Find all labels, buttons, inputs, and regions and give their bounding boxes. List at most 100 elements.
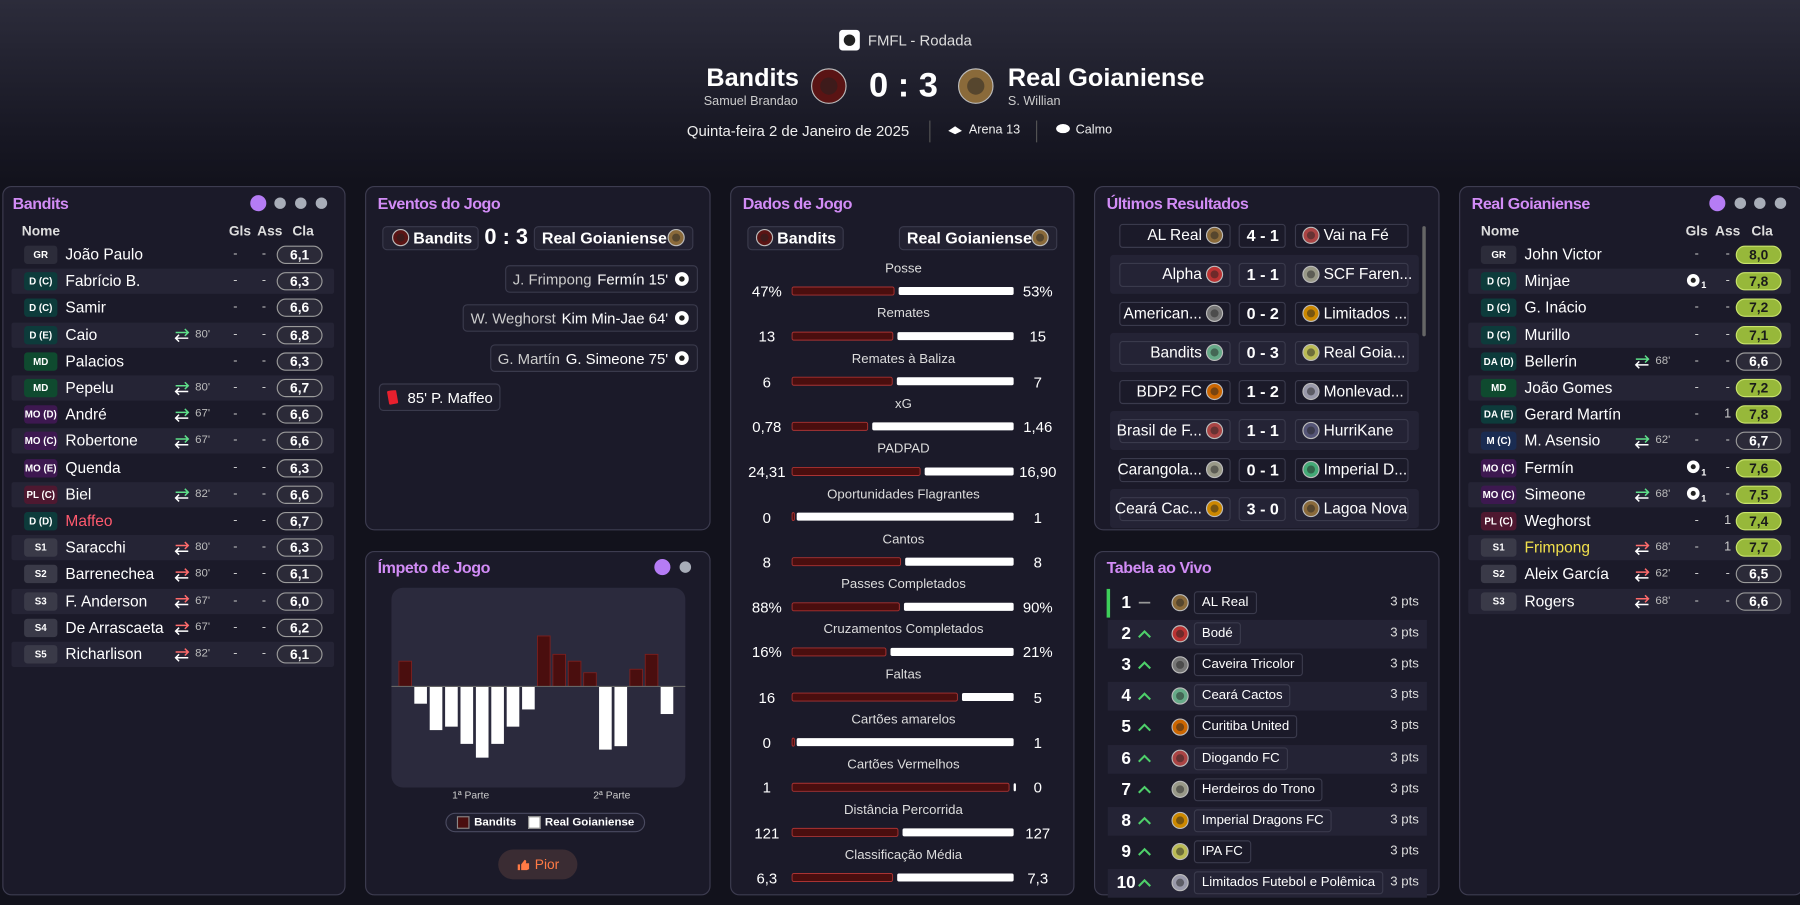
team-chip: Imperial Dragons FC [1193, 808, 1332, 832]
stat-away: 1,46 [1023, 418, 1053, 436]
assists: - [1725, 566, 1730, 581]
score: 0 - 2 [1246, 304, 1279, 323]
team-chip [1119, 223, 1231, 248]
goals: - [233, 593, 238, 608]
rating-pill [1735, 298, 1782, 318]
position-badge [24, 245, 58, 265]
goals: - [233, 407, 238, 421]
team-chip: Herdeiros do Trono [1193, 777, 1323, 801]
assists: - [261, 646, 267, 661]
rating: 6,6 [290, 300, 310, 317]
position-badge [1480, 511, 1517, 531]
position-badge [24, 405, 58, 424]
stat-name: Cartões amarelos [851, 713, 956, 727]
row-bg [1110, 332, 1419, 372]
match-date: Quinta-feira 2 de Janeiro de 2025 [686, 122, 910, 140]
rating-pill [276, 618, 323, 637]
stat-name: Remates à Baliza [851, 352, 956, 367]
rating-button[interactable]: Pior [498, 849, 578, 880]
position-badge [1480, 591, 1517, 611]
stat-home: 0 [762, 508, 771, 526]
sub-minute: 68' [1655, 540, 1671, 554]
sub-minute: 62' [1655, 567, 1671, 581]
position-badge [24, 378, 58, 398]
momentum-area [391, 587, 686, 788]
rating: 6,3 [290, 539, 310, 556]
position: 1 [1121, 592, 1131, 613]
row-bg [1107, 806, 1427, 836]
assists: - [1725, 274, 1730, 288]
position-badge [1480, 485, 1517, 504]
thumb-icon [517, 859, 530, 870]
score-chip [1238, 223, 1286, 248]
rating: 6,6 [1749, 353, 1769, 370]
assists: - [261, 620, 267, 635]
goals: - [1694, 566, 1699, 581]
stat-home: 13 [758, 328, 776, 346]
assists: - [261, 593, 267, 608]
team-name: Caveira Tricolor [1201, 657, 1295, 672]
position-badge [1480, 352, 1517, 371]
stat-name: Cartões Vermelhos [847, 758, 960, 773]
away-manager: S. Willian [1007, 94, 1061, 109]
team-chip [1294, 379, 1409, 405]
position-badge [24, 352, 58, 371]
away-team: Real Goia... [1323, 343, 1406, 361]
position: D (C) [1487, 302, 1511, 314]
position: MO (C) [1482, 461, 1515, 474]
position: M (C) [1486, 435, 1511, 447]
rating-pill [1735, 352, 1782, 371]
away-team: SCF Faren... [1323, 265, 1413, 283]
position: 7 [1121, 779, 1131, 800]
rating: 7,8 [1749, 406, 1769, 423]
rating-pill [276, 325, 323, 344]
position: D (C) [1487, 328, 1511, 341]
assist: G. Martín [497, 349, 560, 367]
team-chip [1119, 419, 1231, 444]
team-chip [1294, 262, 1409, 287]
stat-home: 1 [762, 779, 771, 797]
goals: 1 [1701, 493, 1707, 504]
assists: - [261, 247, 267, 262]
goals: - [233, 300, 238, 315]
assists: - [1725, 593, 1730, 608]
player-name: Fermín [1524, 459, 1574, 477]
assists: - [1725, 247, 1730, 262]
assists: - [261, 353, 267, 368]
position-badge [24, 591, 58, 611]
player-name: Murillo [1524, 325, 1571, 344]
position: S1 [1492, 541, 1505, 554]
assists: 1 [1724, 513, 1732, 528]
position: 5 [1121, 717, 1131, 737]
team-chip: Diogando FC [1193, 746, 1288, 770]
player-name: De Arrascaeta [65, 618, 164, 637]
position: 6 [1121, 748, 1131, 768]
position: S5 [34, 648, 47, 660]
card-text: 85' P. Maffeo [407, 388, 493, 406]
position: GR [1491, 248, 1506, 261]
rating-pill [276, 378, 323, 398]
points: 3 pts [1390, 626, 1419, 640]
points: 3 pts [1390, 750, 1419, 765]
stat-name: Cantos [882, 532, 925, 547]
stat-name: Distância Percorrida [844, 803, 963, 818]
column-header: Cla [292, 222, 314, 239]
rating: 7,7 [1749, 539, 1769, 556]
rating: 6,3 [290, 273, 310, 290]
team-chip [1119, 262, 1231, 287]
assists: - [261, 540, 267, 555]
stat-name: Remates [877, 307, 930, 321]
stat-home: 121 [754, 824, 780, 842]
player-name: Quenda [65, 459, 121, 477]
player-name: João Gomes [1524, 379, 1613, 397]
position: D (C) [1487, 275, 1511, 287]
position: D (C) [29, 302, 53, 314]
rating: 6,6 [290, 433, 310, 450]
position: PL (C) [1484, 515, 1513, 527]
rating-pill [276, 245, 323, 265]
row-bg [1110, 489, 1419, 529]
position-badge [24, 645, 58, 664]
goal-event: W. Weghorst Kim Min-Jae 64' [462, 304, 698, 332]
scorer: Kim Min-Jae 64' [561, 309, 669, 327]
sub-minute: 67' [195, 594, 211, 607]
